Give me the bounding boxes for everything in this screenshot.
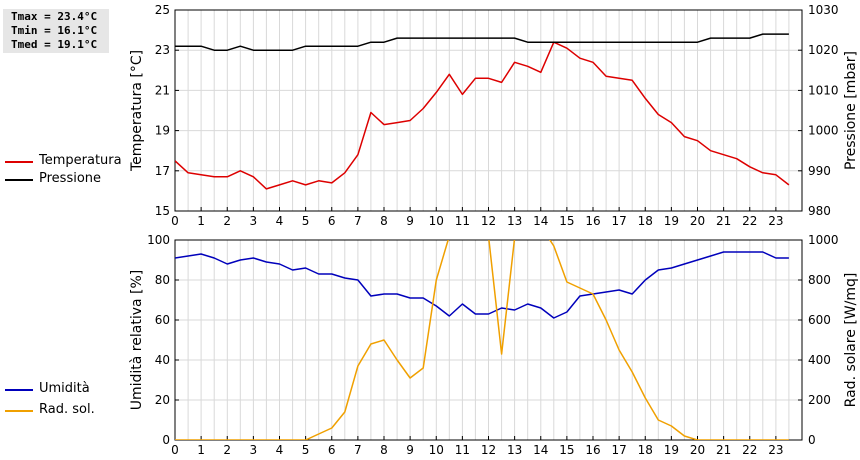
chart-2-x-tick-label: 3 [250, 443, 258, 457]
stat-tmax: Tmax = 23.4°C [11, 10, 98, 23]
chart-2-x-tick-label: 8 [380, 443, 388, 457]
chart-2-y-tick-label: 0 [162, 433, 170, 447]
chart-1-x-tick-label: 16 [585, 214, 600, 228]
chart-1-y2-tick-label: 980 [808, 204, 831, 218]
chart-2-x-tick-label: 19 [664, 443, 679, 457]
chart-1-x-tick-label: 19 [664, 214, 679, 228]
chart-2-ylabel: Umidità relativa [%] [129, 270, 145, 411]
legend-label-temperatura: Temperatura [39, 153, 122, 168]
chart-1-x-tick-label: 8 [380, 214, 388, 228]
chart-1-y-tick-label: 21 [155, 83, 170, 97]
chart-2-series-rad-sol-line [175, 240, 789, 440]
chart-1-y-tick-label: 19 [155, 124, 170, 138]
chart-2-x-tick-label: 11 [455, 443, 470, 457]
chart-2-y2-tick-label: 400 [808, 353, 831, 367]
chart-1-y2-tick-label: 1020 [808, 43, 839, 57]
chart-1-x-tick-label: 23 [768, 214, 783, 228]
chart-1-y-tick-label: 15 [155, 204, 170, 218]
chart-1-x-tick-label: 18 [638, 214, 653, 228]
chart-2-x-tick-label: 2 [223, 443, 231, 457]
chart-2-x-tick-label: 7 [354, 443, 362, 457]
chart-1-y-tick-label: 17 [155, 164, 170, 178]
legend-label-radsol: Rad. sol. [39, 402, 95, 417]
chart-2-x-tick-label: 5 [302, 443, 310, 457]
chart-2-y-tick-label: 80 [155, 273, 170, 287]
chart-2-x-tick-label: 22 [742, 443, 757, 457]
chart-2-x-tick-label: 4 [276, 443, 284, 457]
chart-2-series-umidit-line [175, 251, 789, 319]
chart-2-y-tick-label: 40 [155, 353, 170, 367]
chart-2-y2-tick-label: 0 [808, 433, 816, 447]
chart-1-x-tick-label: 6 [328, 214, 336, 228]
chart-1-x-tick-label: 9 [406, 214, 414, 228]
chart-2-x-tick-label: 10 [429, 443, 444, 457]
chart-2-x-tick-label: 9 [406, 443, 414, 457]
chart-2-x-tick-label: 20 [690, 443, 705, 457]
chart-1-x-tick-label: 13 [507, 214, 522, 228]
chart-2-x-tick-label: 15 [559, 443, 574, 457]
chart-1-x-tick-label: 17 [611, 214, 626, 228]
stat-tmin: Tmin = 16.1°C [11, 24, 98, 37]
chart-1-x-tick-label: 15 [559, 214, 574, 228]
chart-1-x-tick-label: 11 [455, 214, 470, 228]
chart-1-x-tick-label: 4 [276, 214, 284, 228]
chart-2-y2-tick-label: 1000 [808, 233, 839, 247]
chart-1-x-tick-label: 5 [302, 214, 310, 228]
chart-2-y2-tick-label: 600 [808, 313, 831, 327]
chart-1-x-tick-label: 12 [481, 214, 496, 228]
chart-2-x-tick-label: 13 [507, 443, 522, 457]
chart-2-ylabel-right: Rad. solare [W/mq] [843, 273, 859, 408]
chart-2-x-tick-label: 18 [638, 443, 653, 457]
chart-1-ylabel-right: Pressione [mbar] [843, 51, 859, 170]
chart-1-x-tick-label: 7 [354, 214, 362, 228]
chart-2-x-tick-label: 14 [533, 443, 548, 457]
stats-box: Tmax = 23.4°C Tmin = 16.1°C Tmed = 19.1°… [3, 9, 109, 53]
chart-2-x-tick-label: 6 [328, 443, 336, 457]
chart-1-x-tick-label: 10 [429, 214, 444, 228]
chart-1-y-tick-label: 25 [155, 3, 170, 17]
chart-1-y-tick-label: 23 [155, 43, 170, 57]
chart-1-y2-tick-label: 1010 [808, 83, 839, 97]
chart-1-series-temperatura-line [175, 41, 790, 190]
legend-label-umidita: Umidità [39, 381, 90, 396]
chart-2-y-tick-label: 20 [155, 393, 170, 407]
chart-1-x-tick-label: 1 [197, 214, 205, 228]
stat-tmed: Tmed = 19.1°C [11, 38, 98, 51]
legend-swatch-pressione [5, 179, 33, 181]
chart-2-y2-tick-label: 200 [808, 393, 831, 407]
chart-1-y2-tick-label: 990 [808, 164, 831, 178]
chart-2-x-tick-label: 23 [768, 443, 783, 457]
chart-1-y2-tick-label: 1000 [808, 124, 839, 138]
chart-1-ylabel: Temperatura [°C] [129, 50, 145, 172]
legend-swatch-temperatura [5, 161, 33, 163]
legend-swatch-umidita [5, 389, 33, 391]
chart-1-series-pressione-line [175, 33, 789, 51]
chart-2-x-tick-label: 1 [197, 443, 205, 457]
chart-2-x-tick-label: 21 [716, 443, 731, 457]
chart-1-x-tick-label: 2 [223, 214, 231, 228]
chart-1-y2-tick-label: 1030 [808, 3, 839, 17]
chart-2-y-tick-label: 60 [155, 313, 170, 327]
chart-1-x-tick-label: 21 [716, 214, 731, 228]
chart-1-x-tick-label: 22 [742, 214, 757, 228]
chart-2-y-tick-label: 100 [147, 233, 170, 247]
chart-2-x-tick-label: 17 [611, 443, 626, 457]
chart-1-x-tick-label: 3 [250, 214, 258, 228]
chart-2-x-tick-label: 12 [481, 443, 496, 457]
chart-2-x-tick-label: 0 [171, 443, 179, 457]
legend-label-pressione: Pressione [39, 171, 102, 186]
chart-1-x-tick-label: 20 [690, 214, 705, 228]
legend-swatch-radsol [5, 410, 33, 412]
chart-2-y2-tick-label: 800 [808, 273, 831, 287]
chart-1-x-tick-label: 14 [533, 214, 548, 228]
chart-1-x-tick-label: 0 [171, 214, 179, 228]
chart-2-x-tick-label: 16 [585, 443, 600, 457]
